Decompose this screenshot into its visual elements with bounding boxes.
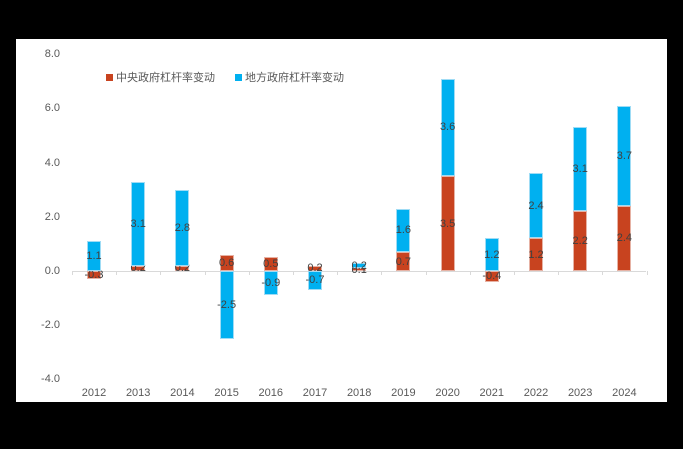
x-axis-tick bbox=[248, 271, 250, 275]
y-tick-label: 2.0 bbox=[44, 210, 60, 223]
x-axis-tick bbox=[425, 271, 427, 275]
central-bar-2016 bbox=[263, 257, 278, 271]
x-tick-label: 2024 bbox=[612, 387, 637, 399]
data-label: -0.4 bbox=[482, 270, 502, 283]
legend-label-central: 中央政府杠杆率变动 bbox=[116, 72, 215, 84]
x-axis-tick bbox=[558, 271, 560, 275]
central-bar-2020 bbox=[440, 176, 455, 271]
local-bar-2020 bbox=[440, 78, 455, 177]
local-bar-2014 bbox=[175, 189, 190, 266]
central-bar-2015 bbox=[219, 254, 234, 271]
x-tick-label: 2014 bbox=[170, 387, 195, 399]
legend-item-local: 地方政府杠杆率变动 bbox=[235, 69, 344, 85]
x-tick-label: 2013 bbox=[125, 387, 151, 399]
data-label: -0.7 bbox=[305, 274, 325, 287]
local-bar-2019 bbox=[396, 208, 411, 253]
data-label: 2.2 bbox=[572, 235, 588, 248]
central-bar-2022 bbox=[529, 238, 543, 271]
data-label: 0.7 bbox=[395, 255, 412, 268]
x-axis-tick bbox=[513, 271, 515, 275]
x-tick-label: 2022 bbox=[523, 387, 549, 399]
data-label: 0.2 bbox=[351, 259, 367, 272]
x-axis-tick bbox=[337, 271, 339, 275]
x-axis-tick bbox=[469, 271, 471, 275]
x-axis-tick bbox=[602, 271, 604, 275]
local-bar-2022 bbox=[529, 173, 543, 239]
data-label: 3.6 bbox=[439, 121, 456, 134]
local-bar-2023 bbox=[573, 127, 588, 212]
data-label: 3.1 bbox=[572, 163, 588, 176]
central-bar-2017 bbox=[308, 265, 322, 271]
data-label: 1.2 bbox=[484, 248, 500, 261]
data-label: -0.9 bbox=[261, 277, 281, 290]
central-bar-2012 bbox=[87, 271, 101, 280]
data-label: 3.5 bbox=[439, 217, 456, 230]
central-bar-2024 bbox=[617, 205, 632, 271]
x-tick-label: 2023 bbox=[567, 387, 593, 399]
data-label: -0.3 bbox=[84, 269, 104, 282]
x-tick-label: 2020 bbox=[435, 387, 460, 399]
central-bar-2018 bbox=[352, 268, 367, 271]
data-label: 2.4 bbox=[528, 199, 544, 212]
central-bar-2019 bbox=[396, 252, 411, 271]
chart-legend: 中央政府杠杆率变动 地方政府杠杆率变动 bbox=[106, 69, 344, 85]
x-axis-tick bbox=[71, 271, 73, 275]
data-label: 2.8 bbox=[174, 221, 191, 234]
x-tick-label: 2017 bbox=[302, 387, 328, 399]
local-bar-2021 bbox=[484, 238, 499, 271]
x-tick-label: 2015 bbox=[214, 387, 239, 399]
central-bar-2021 bbox=[484, 271, 499, 282]
x-axis-tick bbox=[292, 271, 294, 275]
data-label: 3.7 bbox=[616, 149, 633, 162]
local-bar-2015 bbox=[219, 271, 234, 339]
x-axis-tick bbox=[160, 271, 162, 275]
central-bar-2013 bbox=[131, 265, 146, 271]
local-bar-2017 bbox=[308, 271, 322, 290]
x-tick-label: 2018 bbox=[346, 387, 372, 399]
y-tick-label: 4.0 bbox=[44, 156, 60, 169]
data-label: 3.1 bbox=[130, 217, 146, 230]
legend-item-central: 中央政府杠杆率变动 bbox=[106, 69, 215, 85]
chart-plot-area: 中央政府杠杆率变动 地方政府杠杆率变动 8.0 6.0 4.0 2.0 0.0 -2.0 -… bbox=[16, 39, 667, 402]
data-label: 0.6 bbox=[218, 256, 235, 269]
x-axis-tick bbox=[646, 271, 648, 275]
y-tick-label: -2.0 bbox=[41, 319, 60, 332]
x-tick-label: 2016 bbox=[258, 387, 284, 399]
local-bar-2012 bbox=[87, 241, 101, 271]
data-label: -2.5 bbox=[217, 298, 237, 311]
x-tick-label: 2019 bbox=[391, 387, 416, 399]
x-tick-label: 2012 bbox=[81, 387, 107, 399]
data-label: 1.6 bbox=[395, 224, 412, 237]
legend-swatch-central-icon bbox=[106, 73, 113, 81]
central-bar-2014 bbox=[175, 265, 190, 271]
y-tick-label: 8.0 bbox=[44, 48, 60, 61]
legend-swatch-local-icon bbox=[235, 73, 242, 81]
local-bar-2016 bbox=[263, 271, 278, 296]
zero-axis-line bbox=[71, 271, 647, 272]
x-tick-label: 2021 bbox=[479, 387, 505, 399]
y-tick-label: -4.0 bbox=[41, 373, 60, 386]
central-bar-2023 bbox=[573, 211, 588, 271]
x-axis-tick bbox=[116, 271, 118, 275]
local-bar-2018 bbox=[352, 262, 367, 269]
data-label: 0.5 bbox=[263, 258, 279, 271]
data-label: 1.1 bbox=[86, 250, 102, 263]
data-label: 1.2 bbox=[528, 248, 544, 261]
legend-label-local: 地方政府杠杆率变动 bbox=[245, 72, 344, 84]
x-axis-tick bbox=[204, 271, 206, 275]
y-tick-label: 0.0 bbox=[44, 265, 60, 277]
x-axis-tick bbox=[381, 271, 383, 275]
local-bar-2013 bbox=[131, 181, 146, 266]
local-bar-2024 bbox=[617, 105, 632, 206]
data-label: 2.4 bbox=[616, 232, 633, 245]
y-tick-label: 6.0 bbox=[44, 102, 60, 115]
